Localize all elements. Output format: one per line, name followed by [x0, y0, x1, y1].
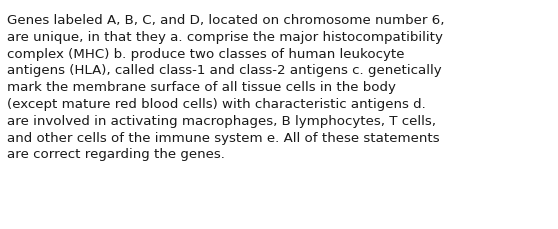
Text: Genes labeled A, B, C, and D, located on chromosome number 6,
are unique, in tha: Genes labeled A, B, C, and D, located on…	[7, 14, 445, 161]
